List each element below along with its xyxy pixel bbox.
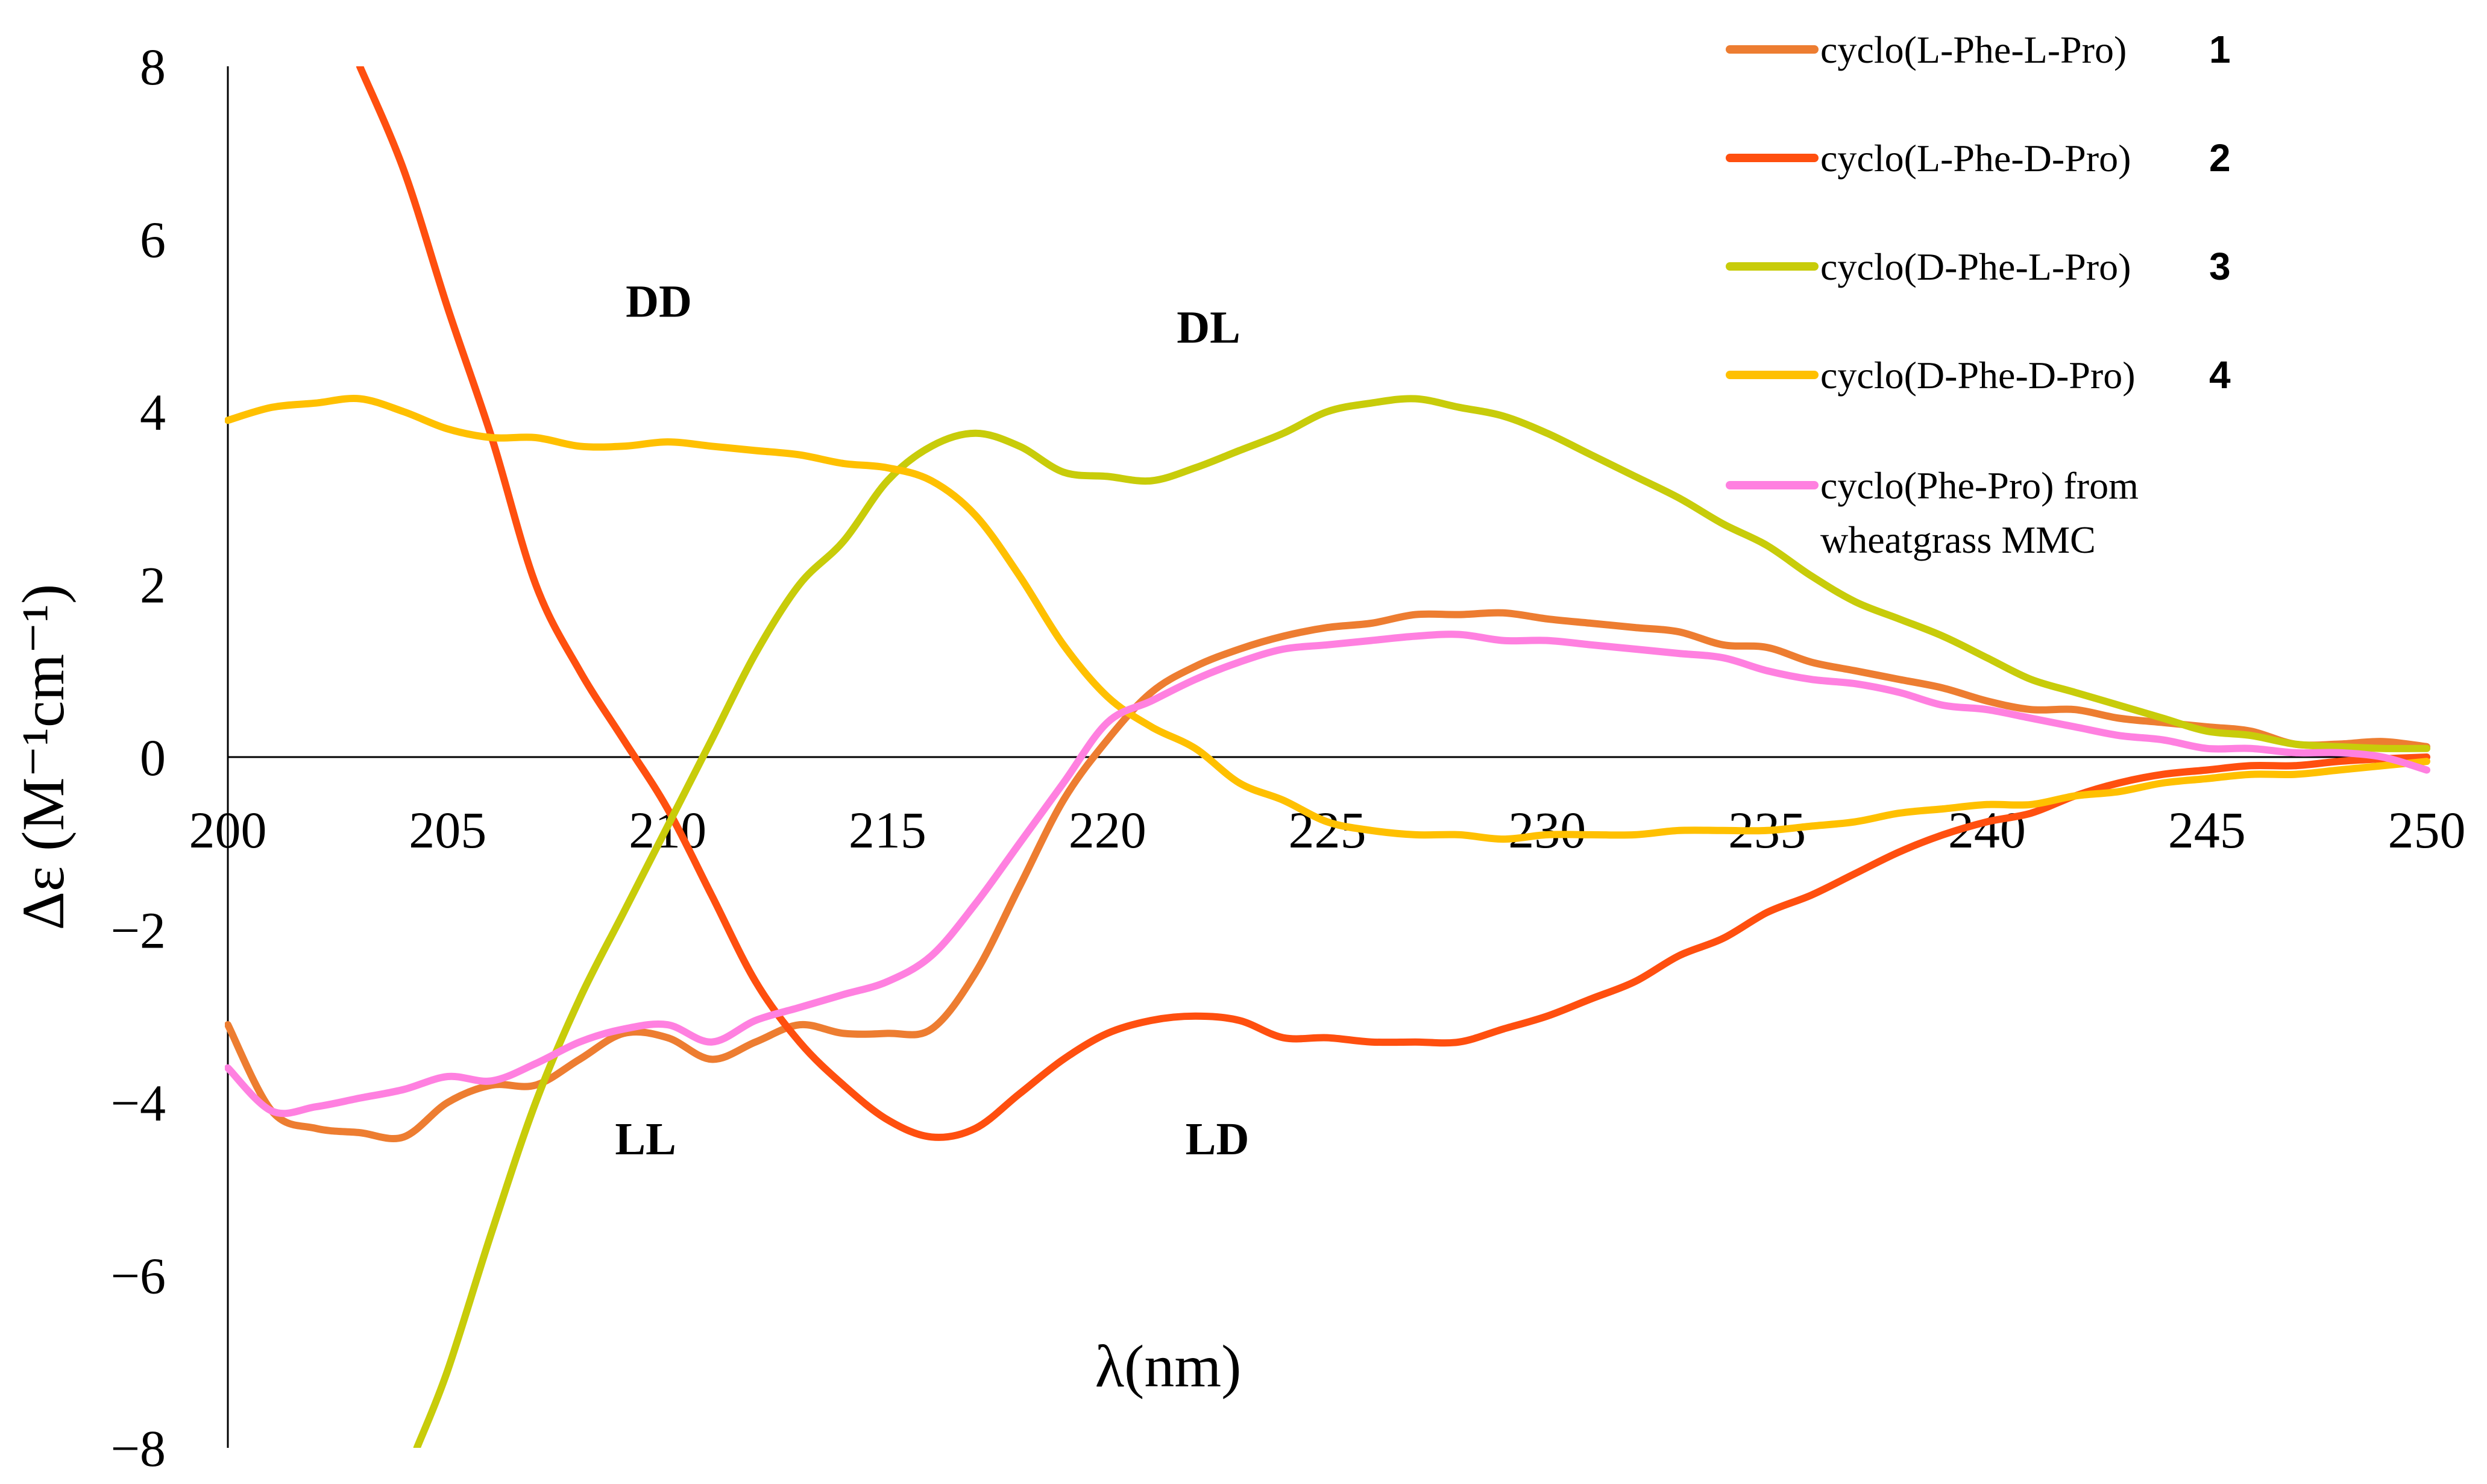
y-axis-title: Δε (M⁻¹cm⁻¹) bbox=[10, 584, 77, 931]
annotation-label: DL bbox=[1177, 302, 1240, 353]
legend-label: cyclo(D-Phe-D-Pro) bbox=[1820, 354, 2136, 397]
x-axis-title: λ(nm) bbox=[1095, 1333, 1242, 1400]
series-line-4 bbox=[225, 395, 2430, 843]
legend-number: 3 bbox=[2209, 245, 2231, 288]
series-line-2 bbox=[356, 66, 2430, 1141]
series-layer bbox=[225, 66, 2430, 1448]
annotation-label: DD bbox=[626, 276, 692, 327]
x-tick-label: 220 bbox=[1069, 801, 1146, 859]
x-tick-label: 200 bbox=[189, 801, 267, 859]
y-tick-label: 6 bbox=[140, 211, 166, 269]
x-tick-label: 215 bbox=[849, 801, 926, 859]
legend-label-line1: cyclo(Phe-Pro) from bbox=[1820, 464, 2139, 507]
legend-number: 2 bbox=[2209, 136, 2231, 180]
annotation-layer: DD DL LL LD bbox=[615, 276, 1249, 1165]
x-tick-label: 250 bbox=[2388, 801, 2466, 859]
legend-number: 1 bbox=[2209, 28, 2231, 71]
y-tick-label: −6 bbox=[110, 1247, 166, 1305]
legend-label-line2: wheatgrass MMC bbox=[1820, 518, 2096, 561]
legend-number: 4 bbox=[2209, 353, 2231, 397]
annotation-label: LD bbox=[1186, 1114, 1250, 1165]
legend-label: cyclo(L-Phe-D-Pro) bbox=[1820, 137, 2131, 180]
y-tick-label: −2 bbox=[110, 902, 166, 960]
y-tick-label: 2 bbox=[140, 556, 166, 614]
annotation-label: LL bbox=[615, 1114, 676, 1165]
y-tick-label: 8 bbox=[140, 38, 166, 96]
y-tick-label: 0 bbox=[140, 729, 166, 787]
y-tick-label: 4 bbox=[140, 383, 166, 441]
legend-label: cyclo(L-Phe-L-Pro) bbox=[1820, 28, 2127, 71]
x-tick-label: 205 bbox=[409, 801, 486, 859]
series-line-1 bbox=[225, 609, 2430, 1143]
x-tick-label: 230 bbox=[1508, 801, 1586, 859]
series-line-wheatgrass bbox=[225, 630, 2430, 1118]
x-tick-label: 245 bbox=[2168, 801, 2246, 859]
y-tick-label: −4 bbox=[110, 1074, 166, 1132]
legend-label: cyclo(D-Phe-L-Pro) bbox=[1820, 245, 2131, 288]
series-line-3 bbox=[413, 395, 2430, 1448]
y-tick-label: −8 bbox=[110, 1420, 166, 1477]
legend: cyclo(L-Phe-L-Pro) 1 cyclo(L-Phe-D-Pro) 2 cy… bbox=[1726, 28, 2231, 561]
